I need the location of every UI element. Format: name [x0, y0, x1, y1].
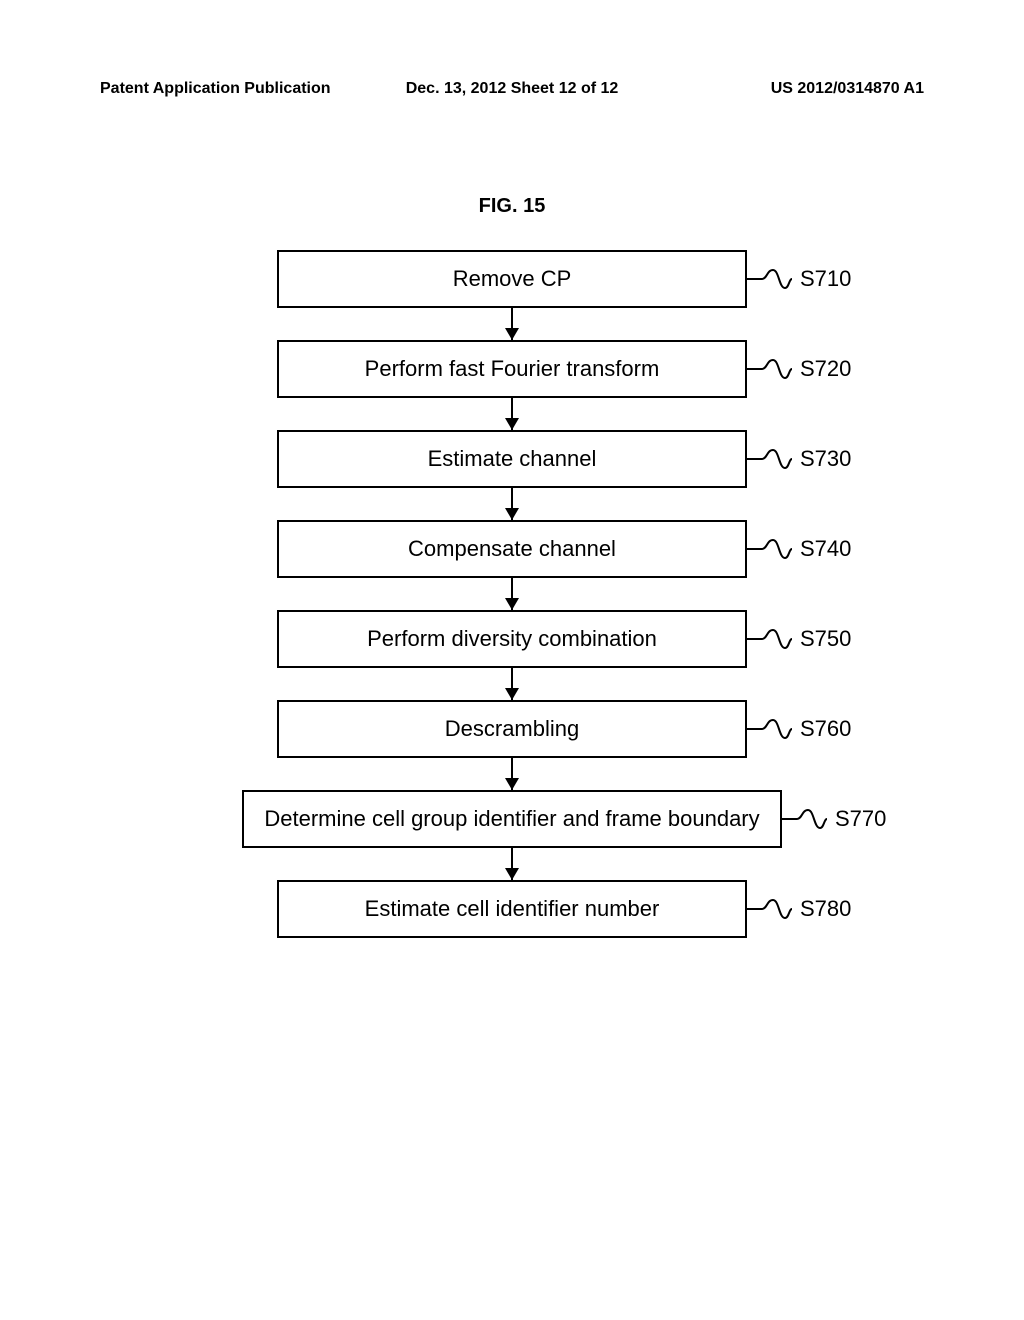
step-label-connector: S740	[747, 534, 851, 564]
step-label: S730	[800, 446, 851, 472]
page-header: Patent Application Publication Dec. 13, …	[100, 80, 924, 98]
step-label-connector: S760	[747, 714, 851, 744]
step-label: S720	[800, 356, 851, 382]
connector-icon	[747, 894, 792, 924]
flow-arrow-down-icon	[511, 848, 513, 880]
figure-title: FIG. 15	[479, 195, 546, 218]
flowchart-container: Remove CPS710 Perform fast Fourier transf…	[242, 250, 782, 938]
flow-step-box: Remove CP	[277, 250, 747, 308]
flow-step-box: Estimate cell identifier number	[277, 880, 747, 938]
flow-arrow-down-icon	[511, 668, 513, 700]
flow-arrow-down-icon	[511, 308, 513, 340]
step-label: S750	[800, 626, 851, 652]
flow-step-box: Perform diversity combination	[277, 610, 747, 668]
step-label-connector: S780	[747, 894, 851, 924]
header-application-number: US 2012/0314870 A1	[649, 80, 924, 98]
flow-arrow-down-icon	[511, 578, 513, 610]
flow-step-box: Estimate channel	[277, 430, 747, 488]
step-label-connector: S770	[782, 804, 886, 834]
connector-icon	[747, 714, 792, 744]
connector-icon	[747, 534, 792, 564]
flow-arrow-down-icon	[511, 758, 513, 790]
step-label-connector: S750	[747, 624, 851, 654]
connector-icon	[747, 264, 792, 294]
flow-step-row: Compensate channelS740	[277, 520, 747, 578]
flow-step-row: DescramblingS760	[277, 700, 747, 758]
step-label-connector: S730	[747, 444, 851, 474]
step-label: S780	[800, 896, 851, 922]
flow-step-box: Compensate channel	[277, 520, 747, 578]
flow-step-row: Determine cell group identifier and fram…	[242, 790, 782, 848]
connector-icon	[747, 444, 792, 474]
header-publication-type: Patent Application Publication	[100, 80, 375, 98]
step-label: S760	[800, 716, 851, 742]
flow-step-box: Perform fast Fourier transform	[277, 340, 747, 398]
connector-icon	[782, 804, 827, 834]
step-label-connector: S710	[747, 264, 851, 294]
step-label: S770	[835, 806, 886, 832]
flow-step-box: Determine cell group identifier and fram…	[242, 790, 782, 848]
flow-step-row: Estimate cell identifier numberS780	[277, 880, 747, 938]
flow-step-row: Perform diversity combinationS750	[277, 610, 747, 668]
flow-step-box: Descrambling	[277, 700, 747, 758]
flow-step-row: Estimate channelS730	[277, 430, 747, 488]
connector-icon	[747, 624, 792, 654]
flow-arrow-down-icon	[511, 488, 513, 520]
step-label-connector: S720	[747, 354, 851, 384]
flow-step-row: Remove CPS710	[277, 250, 747, 308]
step-label: S740	[800, 536, 851, 562]
connector-icon	[747, 354, 792, 384]
flow-step-row: Perform fast Fourier transformS720	[277, 340, 747, 398]
flow-arrow-down-icon	[511, 398, 513, 430]
header-date-sheet: Dec. 13, 2012 Sheet 12 of 12	[375, 80, 650, 98]
step-label: S710	[800, 266, 851, 292]
